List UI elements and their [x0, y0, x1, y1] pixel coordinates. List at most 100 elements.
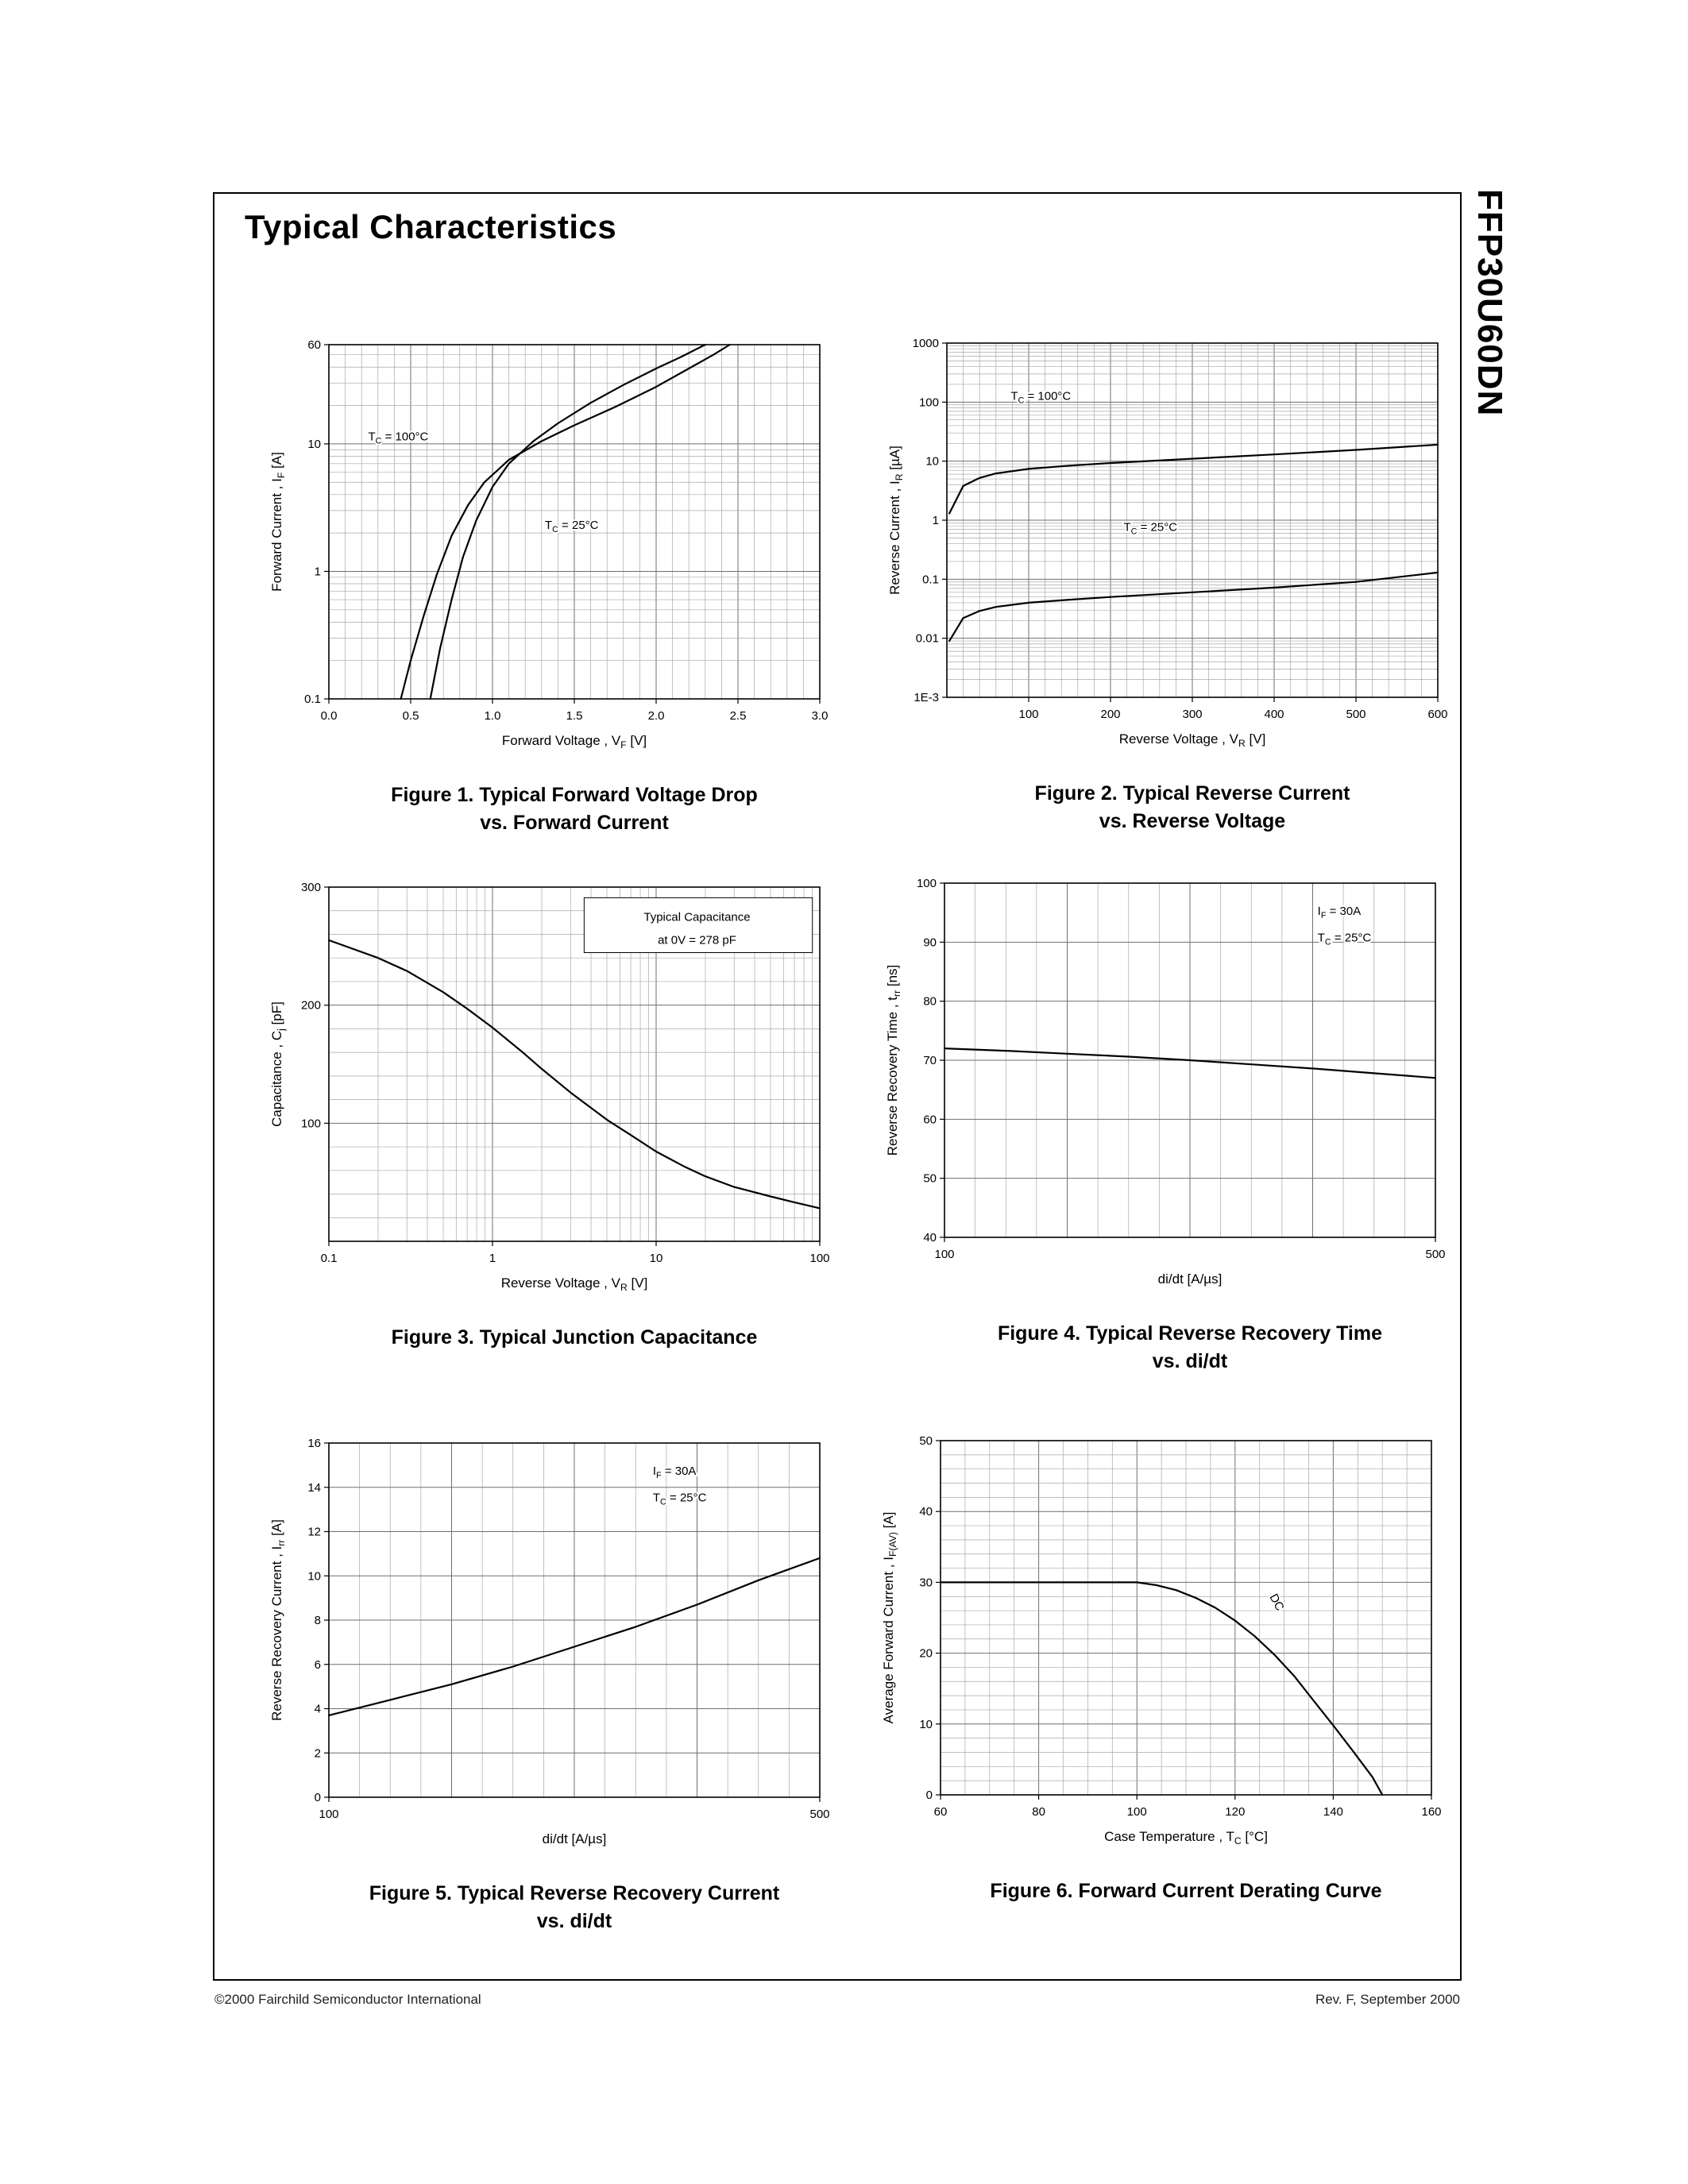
svg-text:100: 100 [1018, 708, 1038, 721]
chart-junction-capacitance: 0.1 1 10 100 100 200 300 Reverse Voltage , VR [… [269, 881, 830, 1293]
svg-text:30: 30 [919, 1576, 933, 1589]
figure-4-reverse-recovery-time: 100 500 40 50 60 70 80 90 100 di/dt [A/µs] Reverse… [878, 872, 1458, 1376]
svg-text:90: 90 [923, 936, 937, 949]
svg-text:1E-3: 1E-3 [914, 691, 939, 704]
svg-text:16: 16 [307, 1437, 321, 1450]
svg-text:1000: 1000 [913, 337, 939, 350]
figure-5-caption-line1: Figure 5. Typical Reverse Recovery Curre… [369, 1882, 780, 1904]
figure-2-caption: Figure 2. Typical Reverse Current vs. Re… [880, 780, 1460, 835]
svg-text:80: 80 [923, 995, 937, 1009]
svg-text:6: 6 [315, 1658, 321, 1672]
figure-2-caption-line2: vs. Reverse Voltage [1099, 810, 1286, 832]
figure-1-caption-line2: vs. Forward Current [480, 812, 669, 834]
svg-text:0: 0 [315, 1791, 321, 1804]
svg-text:500: 500 [809, 1808, 829, 1821]
page-title: Typical Characteristics [245, 208, 617, 245]
svg-text:300: 300 [301, 881, 321, 894]
footer-revision: Rev. F, September 2000 [1315, 1992, 1460, 2007]
svg-text:1.5: 1.5 [566, 709, 583, 723]
svg-text:TC = 25°C: TC = 25°C [545, 519, 599, 534]
chart-reverse-current: 100 200 300 400 500 600 1E-3 0.01 0.1 1 10 100 1000 R… [887, 337, 1448, 749]
page-frame [213, 192, 1462, 1981]
svg-text:400: 400 [1264, 708, 1284, 721]
svg-text:Case Temperature , TC [°C]: Case Temperature , TC [°C] [1104, 1829, 1268, 1846]
svg-text:IF = 30A: IF = 30A [1318, 905, 1362, 920]
svg-text:8: 8 [315, 1614, 321, 1627]
figure-5-caption-line2: vs. di/dt [536, 1910, 612, 1932]
part-number-label: FFP30U60DN [1470, 189, 1509, 417]
svg-text:IF = 30A: IF = 30A [653, 1464, 697, 1480]
svg-text:140: 140 [1323, 1805, 1343, 1819]
svg-text:TC = 25°C: TC = 25°C [1318, 932, 1372, 947]
figure-4-caption-line2: vs. di/dt [1152, 1350, 1228, 1372]
svg-text:100: 100 [809, 1252, 829, 1265]
svg-text:500: 500 [1346, 708, 1365, 721]
svg-text:60: 60 [307, 338, 321, 352]
svg-text:14: 14 [307, 1481, 321, 1495]
chart-derating-curve: 60 80 100 120 140 160 0 10 20 30 40 50 Case Temperat… [881, 1434, 1442, 1846]
svg-text:100: 100 [319, 1808, 338, 1821]
svg-text:Reverse Voltage , VR [V]: Reverse Voltage , VR [V] [1119, 731, 1266, 749]
svg-text:80: 80 [1032, 1805, 1045, 1819]
svg-text:500: 500 [1425, 1248, 1445, 1261]
svg-text:50: 50 [923, 1172, 937, 1186]
svg-text:at 0V = 278 pF: at 0V = 278 pF [658, 933, 736, 947]
svg-text:1: 1 [933, 514, 939, 527]
svg-text:10: 10 [925, 455, 939, 469]
figure-5-caption: Figure 5. Typical Reverse Recovery Curre… [262, 1880, 842, 1935]
svg-text:12: 12 [307, 1526, 321, 1539]
svg-text:0.0: 0.0 [321, 709, 338, 723]
svg-text:0: 0 [926, 1788, 933, 1802]
svg-text:TC = 25°C: TC = 25°C [1123, 520, 1177, 536]
svg-text:Reverse Recovery Time , trr [n: Reverse Recovery Time , trr [ns] [885, 965, 902, 1156]
svg-text:0.1: 0.1 [922, 573, 939, 586]
figure-6-caption: Figure 6. Forward Current Derating Curve [874, 1877, 1454, 1905]
svg-text:0.01: 0.01 [916, 632, 939, 646]
svg-text:2.5: 2.5 [730, 709, 747, 723]
svg-text:Forward Current , IF [A]: Forward Current , IF [A] [269, 452, 287, 592]
svg-text:100: 100 [917, 877, 937, 890]
svg-text:Reverse Recovery Current , Irr: Reverse Recovery Current , Irr [A] [269, 1519, 287, 1721]
svg-text:1: 1 [489, 1252, 496, 1265]
svg-text:10: 10 [307, 1569, 321, 1583]
svg-text:Average Forward Current , I: Average Forward Current , IF(AV) [A] [881, 1512, 898, 1724]
svg-text:40: 40 [919, 1505, 933, 1518]
svg-text:200: 200 [1100, 708, 1120, 721]
svg-text:DC: DC [1267, 1592, 1287, 1613]
svg-text:200: 200 [301, 999, 321, 1013]
svg-text:TC = 100°C: TC = 100°C [368, 430, 428, 446]
figure-3-caption: Figure 3. Typical Junction Capacitance [262, 1324, 842, 1352]
svg-text:10: 10 [650, 1252, 663, 1265]
svg-text:20: 20 [919, 1647, 933, 1661]
svg-text:2.0: 2.0 [648, 709, 665, 723]
figure-1-caption: Figure 1. Typical Forward Voltage Drop v… [262, 781, 842, 837]
svg-text:0.1: 0.1 [304, 693, 321, 706]
svg-text:120: 120 [1225, 1805, 1245, 1819]
svg-text:Reverse Voltage , VR [V]: Reverse Voltage , VR [V] [501, 1275, 648, 1293]
chart-forward-voltage-drop: 0.0 0.5 1.0 1.5 2.0 2.5 3.0 0.1 1 10 60 Forward Vol… [269, 338, 828, 751]
svg-text:TC = 25°C: TC = 25°C [653, 1491, 707, 1507]
svg-text:di/dt [A/µs]: di/dt [A/µs] [1158, 1271, 1223, 1287]
svg-text:100: 100 [1127, 1805, 1147, 1819]
svg-text:Typical Capacitance: Typical Capacitance [643, 910, 750, 924]
svg-text:0.1: 0.1 [321, 1252, 338, 1265]
svg-text:TC = 100°C: TC = 100°C [1010, 389, 1071, 405]
svg-text:60: 60 [934, 1805, 948, 1819]
figure-3-caption-line1: Figure 3. Typical Junction Capacitance [391, 1326, 758, 1349]
figure-6-caption-line1: Figure 6. Forward Current Derating Curve [990, 1880, 1382, 1902]
svg-text:600: 600 [1427, 708, 1447, 721]
figure-4-caption: Figure 4. Typical Reverse Recovery Time … [878, 1320, 1458, 1376]
svg-text:100: 100 [919, 396, 939, 409]
svg-text:50: 50 [919, 1434, 933, 1448]
svg-text:10: 10 [919, 1718, 933, 1731]
svg-text:Forward Voltage , VF [V]: Forward Voltage , VF [V] [502, 733, 647, 751]
svg-text:0.5: 0.5 [403, 709, 419, 723]
figure-2-caption-line1: Figure 2. Typical Reverse Current [1034, 782, 1350, 805]
chart-reverse-recovery-time: 100 500 40 50 60 70 80 90 100 di/dt [A/µs] Reverse… [885, 877, 1446, 1287]
figure-1-forward-voltage-drop: 0.0 0.5 1.0 1.5 2.0 2.5 3.0 0.1 1 10 60 Forward Vol… [262, 334, 842, 837]
figure-1-caption-line1: Figure 1. Typical Forward Voltage Drop [391, 784, 758, 806]
svg-text:40: 40 [923, 1231, 937, 1244]
svg-text:60: 60 [923, 1113, 937, 1126]
svg-text:70: 70 [923, 1054, 937, 1067]
figure-2-reverse-current: 100 200 300 400 500 600 1E-3 0.01 0.1 1 10 100 1000 R… [880, 332, 1460, 835]
